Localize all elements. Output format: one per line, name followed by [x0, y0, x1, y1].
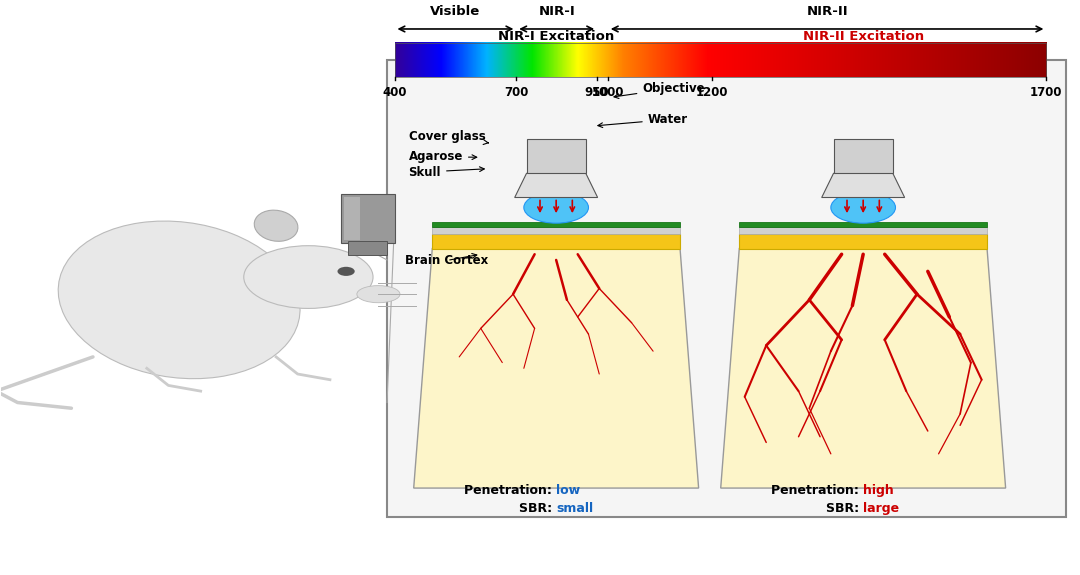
Polygon shape — [414, 248, 699, 488]
Text: Brain Cortex: Brain Cortex — [405, 254, 488, 267]
Text: 1200: 1200 — [697, 86, 729, 99]
Bar — [834, 139, 893, 173]
Bar — [527, 139, 585, 173]
Text: Penetration:: Penetration: — [771, 484, 863, 497]
Polygon shape — [822, 173, 905, 197]
Circle shape — [337, 267, 354, 276]
Text: 400: 400 — [382, 86, 407, 99]
Text: Water: Water — [598, 113, 688, 128]
Text: Penetration:: Penetration: — [464, 484, 556, 497]
Text: NIR-I Excitation: NIR-I Excitation — [498, 30, 615, 43]
Polygon shape — [720, 248, 1005, 488]
Ellipse shape — [58, 221, 300, 379]
Bar — [343, 197, 360, 240]
Bar — [394, 43, 1047, 78]
Bar — [348, 241, 387, 255]
Text: large: large — [863, 501, 900, 515]
Text: small: small — [556, 501, 593, 515]
Ellipse shape — [244, 246, 373, 308]
Text: 700: 700 — [504, 86, 528, 99]
Text: 1000: 1000 — [592, 86, 624, 99]
Polygon shape — [432, 234, 680, 248]
Text: SBR:: SBR: — [826, 501, 863, 515]
Text: Visible: Visible — [430, 5, 481, 18]
Text: Agarose: Agarose — [408, 150, 476, 163]
Ellipse shape — [254, 210, 298, 242]
Polygon shape — [432, 228, 680, 234]
Text: NIR-I: NIR-I — [538, 5, 575, 18]
Polygon shape — [740, 228, 987, 234]
Text: 950: 950 — [584, 86, 609, 99]
Bar — [340, 194, 394, 243]
Polygon shape — [740, 234, 987, 248]
Polygon shape — [432, 222, 680, 228]
Text: 1700: 1700 — [1030, 86, 1063, 99]
Text: Objective: Objective — [615, 82, 705, 98]
Polygon shape — [740, 222, 987, 228]
Ellipse shape — [524, 192, 589, 223]
Ellipse shape — [831, 192, 895, 223]
Text: NIR-II: NIR-II — [807, 5, 848, 18]
Text: high: high — [863, 484, 894, 497]
Text: low: low — [556, 484, 580, 497]
Ellipse shape — [356, 286, 400, 302]
Text: NIR-II Excitation: NIR-II Excitation — [802, 30, 923, 43]
Text: SBR:: SBR: — [518, 501, 556, 515]
Text: Cover glass: Cover glass — [408, 130, 488, 144]
Text: Skull: Skull — [408, 166, 484, 179]
Bar — [387, 60, 1066, 516]
Polygon shape — [515, 173, 597, 197]
